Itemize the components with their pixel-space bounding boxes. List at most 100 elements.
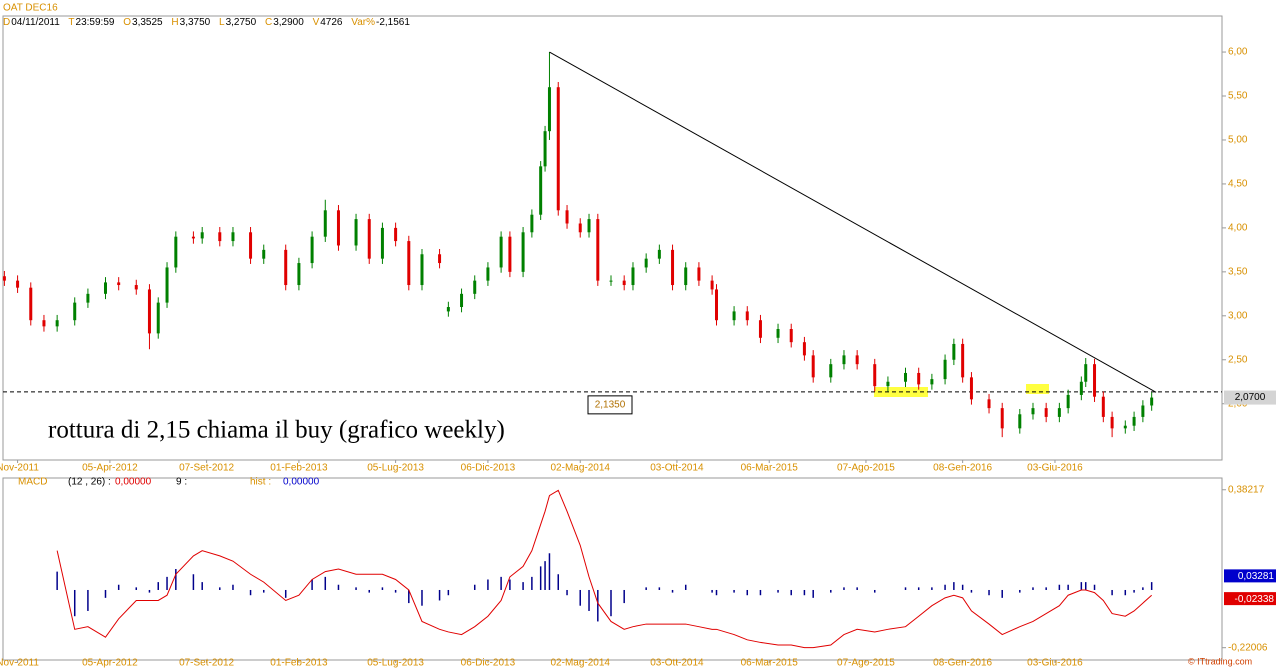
candle-body <box>323 210 327 237</box>
chart-title: OAT DEC16 <box>3 3 58 14</box>
x-tick-label: 06-Dic-2013 <box>461 463 516 474</box>
x-tick-label: Nov-2011 <box>0 658 39 668</box>
x-tick-label: 06-Mar-2015 <box>741 658 799 668</box>
candle-body <box>473 280 477 294</box>
candle-body <box>367 219 371 259</box>
candle-body <box>86 293 90 303</box>
candle-body <box>297 263 301 286</box>
header-key: T <box>68 17 74 28</box>
candle-body <box>631 267 635 286</box>
x-tick-label: 06-Dic-2013 <box>461 658 516 668</box>
candle-body <box>200 232 204 239</box>
candle-body <box>1057 408 1061 417</box>
x-tick-label: Nov-2011 <box>0 463 39 474</box>
y-tick-label: -0,22006 <box>1228 642 1268 653</box>
candle-body <box>55 320 59 327</box>
x-tick-label: 05-Lug-2013 <box>367 658 424 668</box>
macd-params: (12 , 26) : <box>68 477 111 488</box>
x-tick-label: 02-Mag-2014 <box>550 658 610 668</box>
header-key: V <box>313 17 320 28</box>
candle-body <box>174 236 178 268</box>
price-panel <box>2 15 1223 461</box>
candle-body <box>380 227 384 259</box>
y-tick-label: 3,50 <box>1228 266 1248 277</box>
candle-body <box>952 343 956 360</box>
candle-body <box>644 258 648 268</box>
header-key: C <box>265 17 272 28</box>
current-value-box <box>1224 569 1276 583</box>
candle-body <box>103 282 107 294</box>
x-tick-label: 05-Lug-2013 <box>367 463 424 474</box>
y-tick-label: 0,38217 <box>1228 484 1265 495</box>
last-price-label: 2,0700 <box>1235 392 1266 403</box>
candle-body <box>134 285 138 290</box>
candle-body <box>710 280 714 290</box>
candle-body <box>596 219 600 281</box>
y-tick-label: 3,00 <box>1228 310 1248 321</box>
candle-body <box>499 236 503 268</box>
candle-body <box>556 87 560 211</box>
x-tick-label: 08-Gen-2016 <box>933 658 992 668</box>
candle-body <box>1018 414 1022 429</box>
candle-body <box>73 302 77 321</box>
header-info: D04/11/2011 T23:59:59 O3,3525 H3,3750 L3… <box>3 17 410 28</box>
candle-body <box>758 320 762 338</box>
macd-value: 0,00000 <box>115 477 152 488</box>
candle-body <box>1123 425 1127 429</box>
candle-body <box>789 328 793 343</box>
header-key: D <box>3 17 10 28</box>
candle-body <box>811 355 815 378</box>
header-value: 4726 <box>320 17 343 28</box>
candle-body <box>191 236 195 239</box>
hist-name: hist : <box>250 477 271 488</box>
candle-body <box>249 232 253 259</box>
candle-body <box>776 328 780 338</box>
macd-line <box>56 489 1153 649</box>
level-label: 2,1350 <box>595 400 626 411</box>
candle-body <box>1093 364 1097 397</box>
candle-body <box>446 307 450 312</box>
y-tick-label: 5,00 <box>1228 135 1248 146</box>
header-key: Var% <box>351 17 375 28</box>
candle-body <box>1079 381 1083 395</box>
current-value-label: -0,02338 <box>1235 594 1275 605</box>
level-box <box>587 395 633 415</box>
candle-body <box>530 214 534 233</box>
candle-body <box>961 343 965 378</box>
x-tick-label: 01-Feb-2013 <box>270 463 328 474</box>
x-tick-label: 07-Set-2012 <box>179 463 234 474</box>
candle-body <box>1084 364 1088 382</box>
header-value: -2,1561 <box>376 17 410 28</box>
header-key: O <box>123 17 131 28</box>
candle-body <box>508 236 512 272</box>
candle-body <box>565 210 569 224</box>
candle-body <box>336 210 340 246</box>
candle-body <box>657 249 661 259</box>
candle-body <box>29 287 33 321</box>
current-value-label: 0,03281 <box>1238 571 1275 582</box>
signal-param: 9 : <box>176 477 187 488</box>
candle-body <box>732 311 736 321</box>
candle-body <box>1150 397 1154 406</box>
header-value: 3,2900 <box>273 17 304 28</box>
candle-body <box>917 372 921 385</box>
candle-body <box>117 282 121 286</box>
candle-body <box>156 302 160 334</box>
candle-body <box>1000 408 1004 429</box>
y-tick-label: 6,00 <box>1228 47 1248 58</box>
trendline <box>549 51 1157 393</box>
y-tick-label: 4,00 <box>1228 223 1248 234</box>
candle-body <box>855 355 859 365</box>
candle-body <box>1031 408 1035 415</box>
candle-body <box>547 87 551 132</box>
candle-body <box>1101 396 1105 417</box>
x-tick-label: 03-Ott-2014 <box>650 463 704 474</box>
annotation: rottura di 2,15 chiama il buy (grafico w… <box>48 417 505 444</box>
candle-body <box>42 320 46 327</box>
last-price-box <box>1224 390 1276 405</box>
candle-body <box>829 364 833 378</box>
candle-body <box>521 232 525 272</box>
candle-body <box>310 236 314 264</box>
